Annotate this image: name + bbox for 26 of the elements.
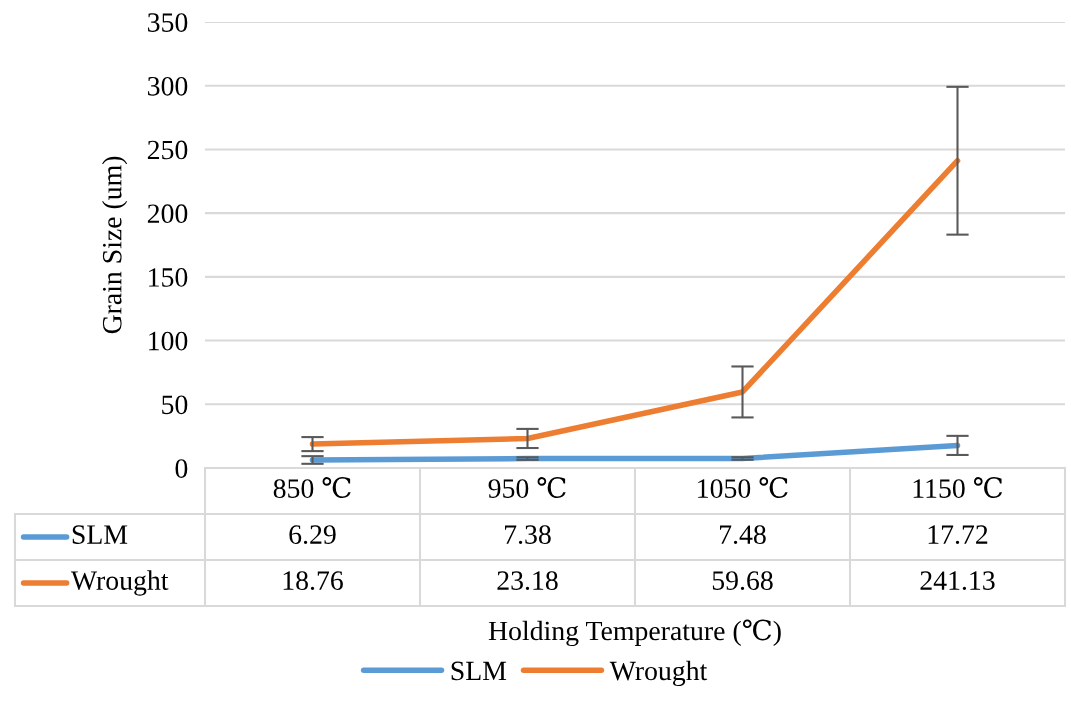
data-label: 241.13 <box>920 571 995 591</box>
x-tick-label: 850 ℃ <box>273 477 351 499</box>
x-tick-label: 950 ℃ <box>488 477 566 499</box>
data-label: 18.76 <box>283 571 343 591</box>
data-label: 23.18 <box>497 571 558 591</box>
data-label: 59.68 <box>712 571 773 591</box>
x-tick-label: 1050 ℃ <box>698 477 788 499</box>
data-label: 17.72 <box>928 525 988 545</box>
x-axis-title: Holding Temperature (℃) <box>488 619 781 647</box>
text: SLM <box>451 661 507 681</box>
text: Wrought <box>609 660 708 686</box>
legend-label: Wrought <box>70 570 169 596</box>
y-axis-title: Grain Size (um) <box>102 156 128 334</box>
data-label: 7.38 <box>505 525 551 545</box>
x-tick-label: 1150 ℃ <box>913 477 1003 499</box>
y-tick-label: 350 <box>147 13 188 32</box>
legend-label: SLM <box>72 525 128 544</box>
data-label: 7.48 <box>720 525 766 545</box>
y-tick-label: 0 <box>175 459 188 478</box>
y-tick-label: 250 <box>147 140 188 160</box>
y-tick-label: 100 <box>149 331 188 351</box>
y-tick-label: 150 <box>149 268 188 287</box>
y-tick-label: 50 <box>162 395 188 415</box>
data-label: 6.29 <box>289 525 336 545</box>
y-tick-label: 200 <box>147 204 188 224</box>
y-tick-label: 300 <box>147 76 188 96</box>
